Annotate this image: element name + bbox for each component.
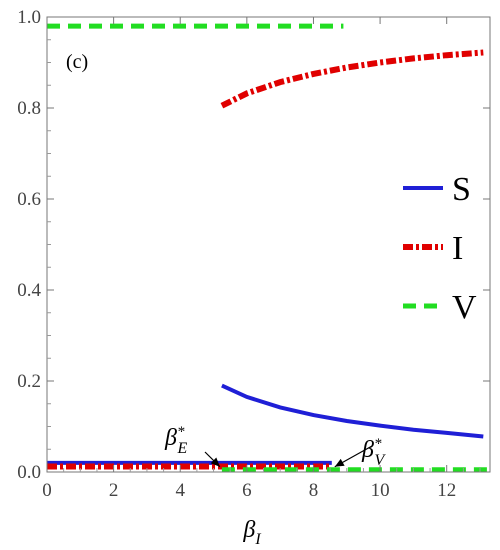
x-tick-label: 4 bbox=[175, 480, 185, 501]
x-tick-label: 10 bbox=[371, 480, 390, 501]
y-tick-label: 0.4 bbox=[17, 280, 41, 301]
x-tick-label: 6 bbox=[242, 480, 252, 501]
series-layer bbox=[47, 23, 490, 473]
y-tick-label: 0.8 bbox=[17, 98, 41, 119]
legend: SIV bbox=[403, 171, 477, 326]
legend-label-V: V bbox=[452, 289, 477, 326]
x-axis-label: βI bbox=[242, 517, 261, 548]
y-tick-label: 0.0 bbox=[17, 462, 41, 483]
ticks-layer: 0 2 4 6 8 10 12 0.0 0.2 0.4 0.6 0.8 1.0 bbox=[17, 7, 490, 501]
panel-label: (c) bbox=[66, 51, 88, 73]
legend-label-S: S bbox=[452, 171, 471, 208]
series-S-line-1 bbox=[221, 383, 484, 439]
x-axis-label-subscript: I bbox=[254, 531, 261, 548]
x-tick-label: 12 bbox=[437, 480, 456, 501]
annotation-beta-star-V: β* V bbox=[361, 436, 386, 469]
y-tick-label: 1.0 bbox=[17, 7, 41, 28]
annotations: β* E β* V bbox=[164, 424, 386, 469]
legend-label-I: I bbox=[452, 230, 463, 267]
series-I-line-1 bbox=[220, 49, 484, 109]
x-tick-label: 2 bbox=[109, 480, 119, 501]
annotation-arrowhead-V bbox=[334, 458, 345, 467]
annotation-beta-star-E: β* E bbox=[164, 424, 187, 457]
x-axis-label-symbol: β bbox=[242, 517, 255, 543]
annotation-arrowhead-E bbox=[210, 457, 220, 467]
y-tick-label: 0.6 bbox=[17, 189, 41, 210]
y-tick-label: 0.2 bbox=[17, 371, 41, 392]
x-tick-label: 0 bbox=[42, 480, 52, 501]
x-tick-label: 8 bbox=[309, 480, 319, 501]
